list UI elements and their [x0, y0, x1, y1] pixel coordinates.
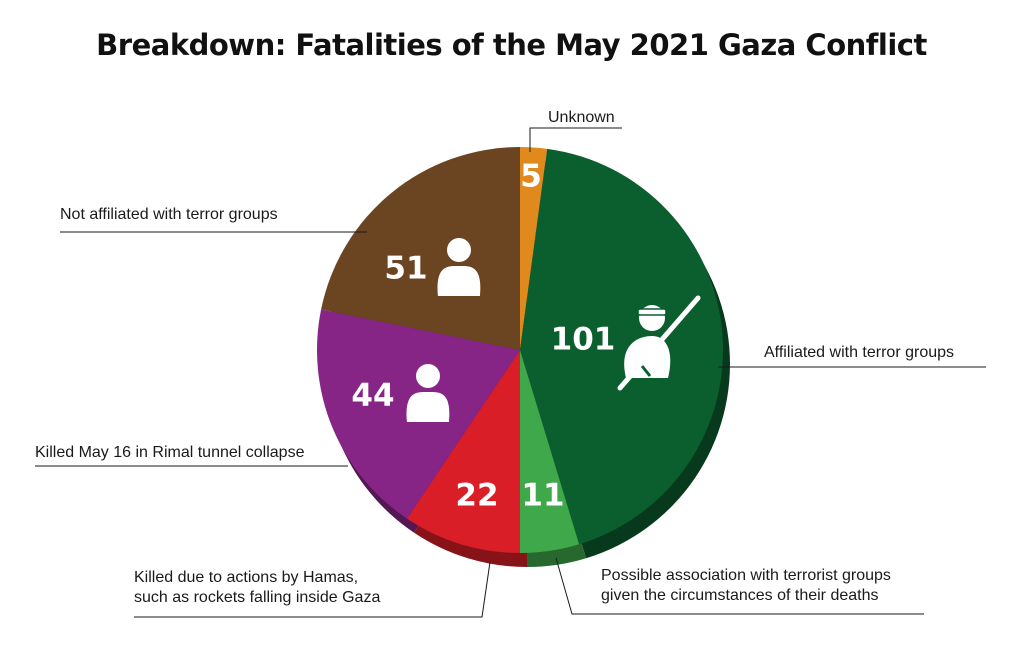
slice-value-label: 5	[520, 159, 542, 195]
callout-line	[134, 561, 491, 618]
slice-value-label: 11	[521, 478, 564, 514]
slice-label: Killed due to actions by Hamas, such as r…	[134, 569, 380, 606]
callouts: Unknown Affiliated with terror groups Poss…	[35, 109, 986, 618]
slice-value-label: 22	[455, 478, 498, 514]
pie-slice	[520, 147, 548, 350]
slice-value-label: 51	[384, 251, 427, 287]
slice-label: Affiliated with terror groups	[764, 344, 954, 361]
person-icon	[406, 364, 450, 422]
callout-line	[555, 557, 924, 615]
slice-label: Unknown	[548, 109, 615, 126]
chart-title: Breakdown: Fatalities of the May 2021 Ga…	[96, 28, 927, 62]
slice-value-label: 101	[551, 322, 616, 358]
slice-label: Not affiliated with terror groups	[60, 206, 278, 223]
slice-label: Possible association with terrorist grou…	[601, 567, 891, 604]
fighter-with-rifle-icon	[617, 295, 701, 391]
pie-slice	[520, 350, 580, 553]
pie-slice	[406, 350, 520, 553]
callout-line	[529, 127, 622, 152]
pie-slice	[321, 147, 520, 350]
pie-slices	[317, 147, 723, 553]
slice-value-label: 44	[351, 378, 394, 414]
pie-slice	[520, 148, 723, 545]
slice-label: Killed May 16 in Rimal tunnel collapse	[35, 444, 305, 461]
person-icon	[437, 238, 481, 296]
